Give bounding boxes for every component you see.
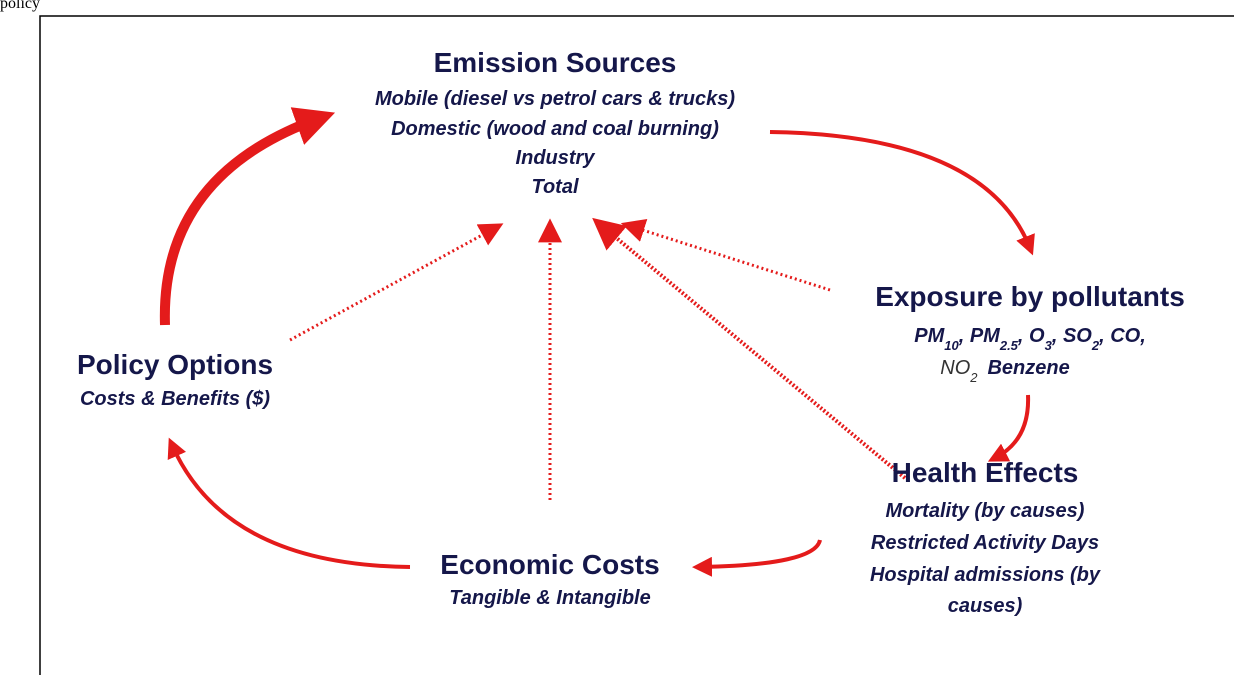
pollutant-line: PM10, PM2.5, O3, SO2, CO, (914, 325, 1146, 353)
node-title: Emission Sources (434, 47, 677, 78)
arrows (159, 107, 1035, 577)
arrow (167, 437, 411, 569)
arrow (692, 539, 822, 577)
node-line: Mortality (by causes) (886, 500, 1085, 522)
node-line: Mobile (diesel vs petrol cars & trucks) (375, 88, 735, 110)
node-line: causes) (948, 595, 1023, 617)
text-run: , SO (1051, 325, 1092, 347)
node-line: Restricted Activity Days (871, 532, 1099, 554)
arrow (987, 394, 1031, 462)
node-title: Economic Costs (440, 549, 659, 580)
arrow (159, 107, 336, 326)
text-run: Benzene (987, 357, 1069, 379)
dotted-arrow (289, 223, 504, 342)
header-text: policy (0, 0, 40, 12)
text-run: , PM (958, 325, 1001, 347)
node-line: Tangible & Intangible (449, 587, 650, 609)
subscript: 2 (969, 370, 978, 385)
node-title: Exposure by pollutants (875, 281, 1185, 312)
node-title: Health Effects (892, 457, 1079, 488)
text-run: PM (914, 325, 945, 347)
node-line: Total (531, 176, 578, 198)
subscript: 2 (1091, 338, 1100, 353)
node-line: Costs & Benefits ($) (80, 388, 270, 410)
node-line: Hospital admissions (by (870, 564, 1101, 586)
text-run: NO (940, 357, 970, 379)
text-run: , O (1017, 325, 1045, 347)
node-line: Industry (516, 147, 596, 169)
dotted-arrow (620, 218, 831, 292)
nodes: Emission Sources Mobile (diesel vs petro… (77, 47, 1185, 617)
dotted-arrow (592, 217, 907, 480)
subscript: 2.5 (999, 338, 1019, 353)
node-line: Domestic (wood and coal burning) (391, 118, 719, 140)
subscript: 3 (1045, 338, 1053, 353)
arrow (769, 130, 1035, 256)
pollutant-line: NO2 Benzene (940, 357, 1069, 385)
text-run: , CO, (1098, 325, 1146, 347)
node-title: Policy Options (77, 349, 273, 380)
frame (39, 15, 1234, 675)
subscript: 10 (944, 338, 959, 353)
